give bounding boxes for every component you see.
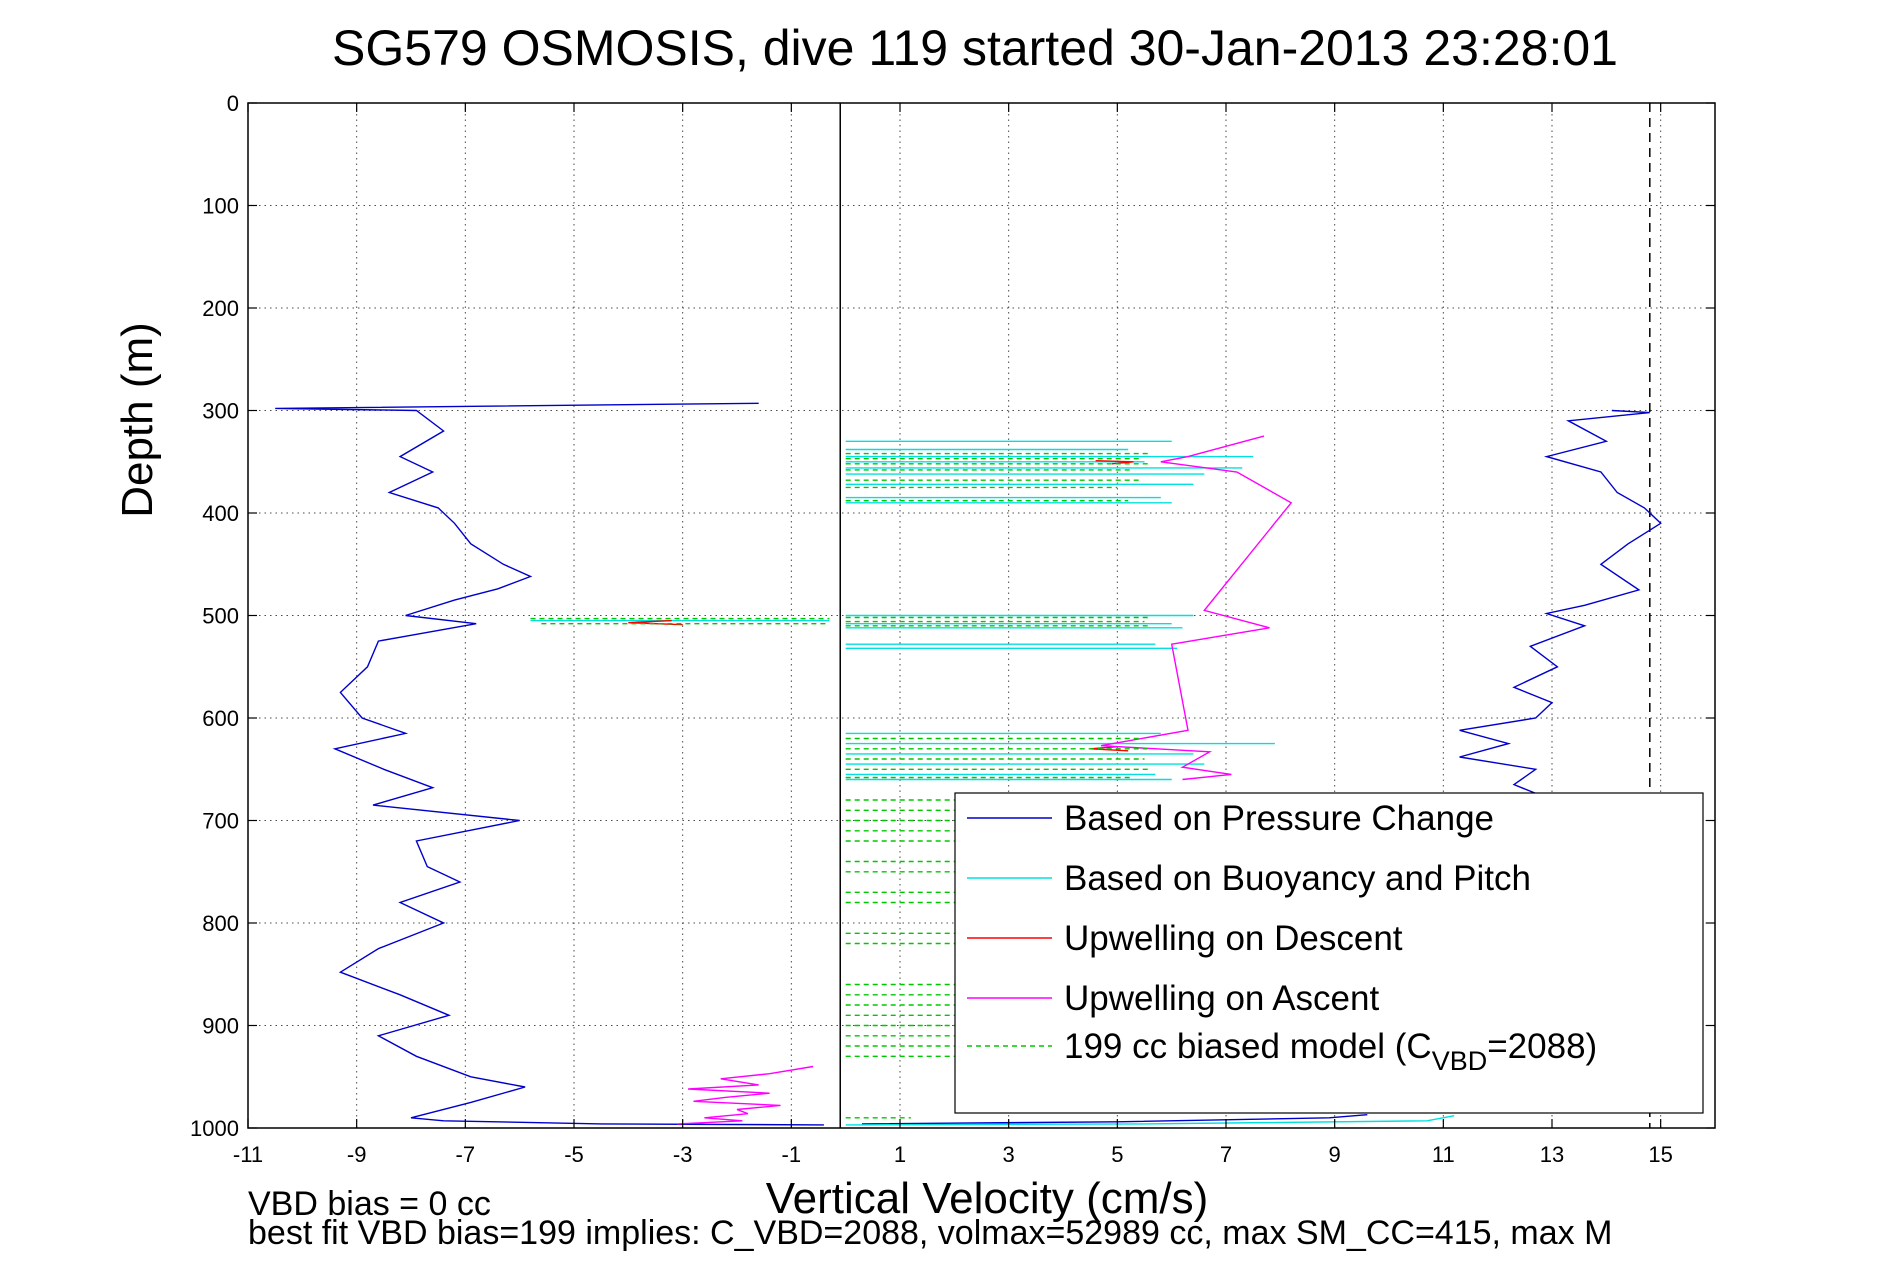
series-0 [275, 402, 1662, 1126]
legend-label: Upwelling on Descent [1064, 919, 1403, 958]
y-tick-label: 600 [202, 706, 239, 731]
series-4 [530, 452, 1150, 1119]
series-3 [677, 435, 1293, 1125]
x-tick-label: 1 [894, 1142, 906, 1167]
series-line [1100, 435, 1293, 781]
legend-box [954, 792, 1704, 1114]
y-tick-label: 700 [202, 809, 239, 834]
y-axis-label: Depth (m) [113, 322, 162, 518]
x-tick-label: -11 [233, 1142, 263, 1167]
x-tick-label: 13 [1540, 1142, 1564, 1167]
y-tick-label: 300 [202, 399, 239, 424]
x-tick-label: -9 [347, 1142, 367, 1167]
series-line [275, 402, 824, 1126]
y-tick-label: 400 [202, 501, 239, 526]
x-axis-label: Vertical Velocity (cm/s) [766, 1174, 1209, 1223]
x-tick-label: 9 [1329, 1142, 1341, 1167]
series-line [628, 619, 683, 626]
legend-items: Based on Pressure Change Based on Buoyanc… [967, 799, 1597, 1076]
y-tick-label: 1000 [190, 1116, 239, 1141]
x-tick-label: -5 [564, 1142, 584, 1167]
footer-line-2: best fit VBD bias=199 implies: C_VBD=208… [248, 1214, 1612, 1252]
reference-lines [839, 103, 1651, 1128]
x-tick-label: 3 [1003, 1142, 1015, 1167]
x-tick-label: 5 [1111, 1142, 1123, 1167]
x-tick-label: -3 [673, 1142, 693, 1167]
series-2 [628, 460, 1134, 752]
x-tick-label: -7 [456, 1142, 476, 1167]
x-tick-label: 15 [1648, 1142, 1672, 1167]
y-tick-label: 800 [202, 911, 239, 936]
y-tick-label: 200 [202, 296, 239, 321]
legend-label: Based on Buoyancy and Pitch [1064, 859, 1531, 898]
y-tick-label: 900 [202, 1014, 239, 1039]
data-series [275, 402, 1662, 1126]
chart-title: SG579 OSMOSIS, dive 119 started 30-Jan-2… [332, 20, 1618, 76]
x-tick-label: -1 [782, 1142, 802, 1167]
y-tick-label: 100 [202, 194, 239, 219]
legend-label: 199 cc biased model (CVBD=2088) [1064, 1027, 1597, 1076]
series-1 [530, 440, 1455, 1126]
series-line [845, 1115, 1455, 1126]
legend-label: Upwelling on Ascent [1064, 979, 1379, 1018]
legend: Based on Pressure Change Based on Buoyanc… [954, 792, 1704, 1114]
series-line [861, 1114, 1368, 1125]
x-axis-ticks: -11 -9 -7 -5 -3 -1 1 3 5 7 9 11 13 15 [233, 103, 1673, 1167]
y-axis-ticks: 0 100 200 300 400 500 600 700 800 900 1000 [190, 91, 1715, 1141]
x-tick-label: 11 [1432, 1142, 1455, 1167]
legend-label: Based on Pressure Change [1064, 799, 1494, 838]
x-tick-label: 7 [1220, 1142, 1232, 1167]
y-tick-label: 500 [202, 604, 239, 629]
footer-line-1: VBD bias = 0 cc [248, 1185, 491, 1223]
y-tick-label: 0 [227, 91, 239, 116]
series-line [1459, 409, 1662, 811]
series-line [677, 1065, 814, 1125]
